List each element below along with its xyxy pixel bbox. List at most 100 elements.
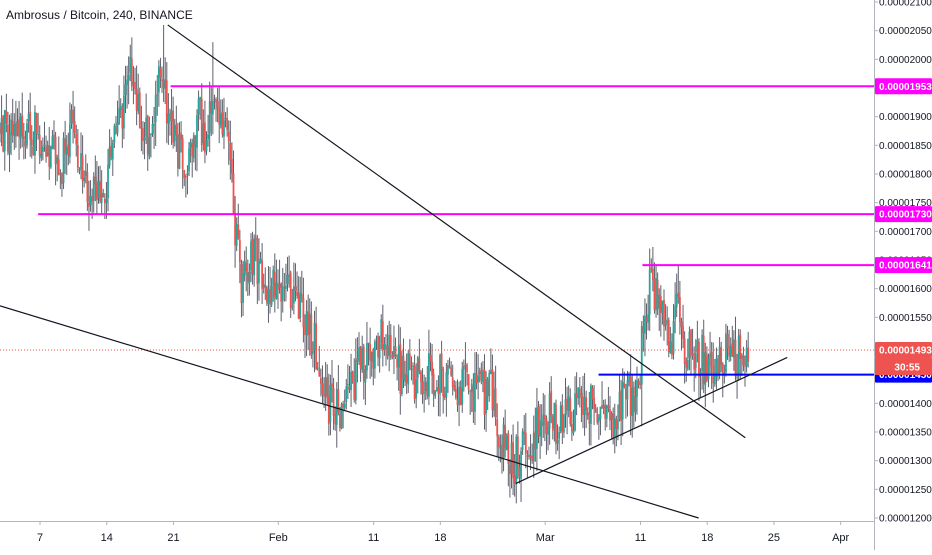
last-price-badge: [875, 342, 932, 359]
candle: [605, 404, 608, 428]
candle: [475, 351, 478, 390]
candle-body: [720, 347, 723, 365]
candle: [216, 87, 219, 123]
candle: [399, 327, 402, 415]
candle: [690, 329, 692, 376]
candle: [509, 459, 511, 498]
candle: [370, 351, 373, 377]
candle-body: [534, 431, 537, 450]
candle: [89, 180, 92, 212]
candle: [698, 338, 700, 401]
candle: [72, 90, 74, 144]
candle: [686, 338, 689, 371]
candle-body: [353, 381, 356, 400]
candle: [524, 412, 527, 469]
candle: [270, 277, 273, 308]
candle-body: [115, 128, 117, 133]
candle-body: [105, 198, 108, 204]
candle-body: [269, 289, 271, 303]
candle: [602, 399, 605, 415]
candle: [655, 266, 657, 318]
candle-body: [388, 334, 391, 356]
candle-body: [715, 358, 718, 377]
candle: [243, 250, 246, 282]
candle: [310, 301, 313, 359]
candle: [745, 340, 748, 373]
candle: [240, 259, 243, 318]
candle: [563, 413, 565, 438]
candle-body: [663, 299, 665, 327]
candle: [208, 81, 211, 153]
candle: [32, 131, 35, 156]
candle-body: [184, 176, 187, 178]
candle-body: [466, 364, 468, 372]
candle-body: [400, 355, 403, 395]
candle: [361, 335, 364, 373]
candle: [567, 385, 570, 418]
candle: [688, 326, 691, 371]
candle-body: [210, 101, 213, 115]
candle: [200, 83, 203, 153]
candle: [56, 154, 59, 182]
candle: [232, 150, 235, 215]
candle: [30, 125, 33, 159]
candle: [694, 339, 697, 379]
price-tick-label: 0.00001250: [879, 485, 932, 496]
time-tick-label: 18: [434, 532, 446, 544]
candle: [381, 304, 384, 367]
candle: [83, 170, 86, 188]
candle-body: [578, 388, 581, 395]
candle: [342, 400, 345, 429]
candle: [165, 62, 168, 144]
candle-body: [143, 137, 146, 141]
candle-body: [315, 323, 318, 370]
time-axis[interactable]: 7 14 21 Feb 11 18 Mar 11 18 25 Apr: [37, 521, 850, 544]
candle-body: [38, 134, 41, 156]
candles-layer: [0, 24, 750, 504]
candle-body: [285, 285, 287, 289]
candle-body: [418, 358, 421, 372]
candle: [507, 430, 510, 487]
candle: [445, 362, 448, 417]
price-tick-label: 0.00002050: [879, 26, 932, 37]
candle-body: [129, 56, 132, 73]
trendline: [167, 24, 746, 439]
candle-body: [728, 347, 731, 357]
candle: [40, 140, 43, 162]
candle: [455, 381, 457, 400]
candle: [664, 304, 667, 331]
candle: [597, 414, 600, 440]
candle-body: [267, 289, 270, 305]
candle-body: [386, 345, 389, 357]
candle: [647, 294, 650, 331]
candle: [140, 105, 143, 152]
candle: [447, 359, 449, 393]
candle-body: [54, 136, 57, 165]
candle: [26, 119, 28, 149]
candle-body: [196, 115, 198, 148]
candle: [637, 378, 640, 389]
candle-body: [615, 419, 618, 429]
candle-body: [439, 354, 441, 394]
candle-body: [482, 371, 484, 382]
candle-body: [515, 436, 518, 485]
candle-body: [569, 397, 572, 424]
candle-body: [340, 404, 343, 429]
candle-body: [597, 417, 600, 422]
candle-body: [318, 369, 321, 377]
candle: [480, 362, 483, 385]
candle: [450, 361, 453, 378]
candle: [84, 154, 87, 184]
candle: [302, 277, 305, 343]
candle: [420, 370, 422, 395]
candle-body: [413, 365, 416, 400]
candle-body: [420, 371, 422, 382]
candle-body: [219, 113, 222, 126]
candle: [632, 381, 635, 428]
candle: [237, 203, 240, 240]
candle-body: [421, 381, 424, 395]
candle-body: [740, 355, 743, 359]
candle-body: [73, 120, 76, 134]
